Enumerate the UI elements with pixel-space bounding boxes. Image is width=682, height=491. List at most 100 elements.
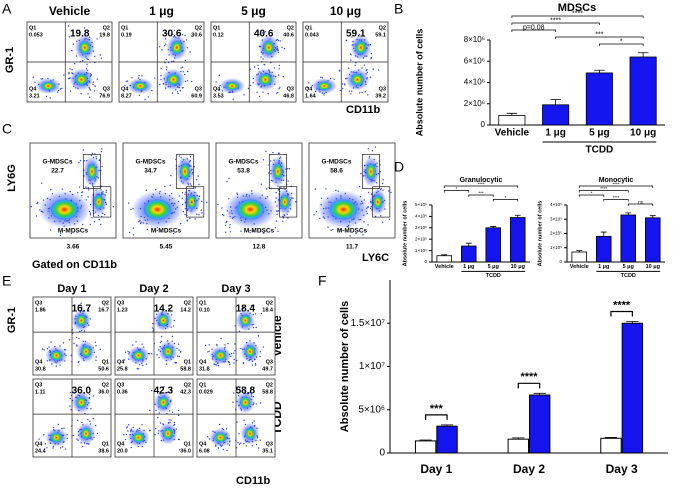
- event-dot: [193, 166, 195, 168]
- event-dot: [263, 63, 265, 66]
- event-dot: [96, 38, 98, 40]
- event-dot: [217, 204, 219, 206]
- population-percent: 40.6: [254, 29, 274, 40]
- event-dot: [208, 350, 210, 352]
- event-dot: [319, 217, 321, 220]
- event-dot: [240, 442, 242, 444]
- panel-letter: D: [394, 159, 404, 175]
- event-dot: [366, 71, 368, 74]
- event-dot: [55, 365, 57, 367]
- event-dot: [184, 59, 186, 62]
- event-dot: [147, 96, 150, 98]
- event-dot: [81, 421, 83, 424]
- density-core: [273, 163, 283, 180]
- event-dot: [69, 391, 72, 394]
- quadrant-label: Q2: [266, 382, 273, 388]
- event-dot: [43, 349, 45, 351]
- event-dot: [72, 434, 75, 437]
- density-core: [373, 194, 383, 210]
- event-dot: [221, 213, 224, 216]
- event-dot: [224, 344, 226, 346]
- event-dot: [358, 185, 361, 188]
- event-dot: [194, 187, 196, 189]
- event-dot: [92, 395, 95, 397]
- quadrant-label: Q2: [379, 25, 386, 31]
- y-tick-label: 3×10⁶: [415, 225, 427, 230]
- event-dot: [126, 80, 129, 82]
- event-dot: [75, 55, 78, 57]
- density-core: [240, 314, 251, 327]
- panel-letter: E: [2, 273, 11, 289]
- event-dot: [257, 64, 259, 67]
- event-dot: [151, 353, 153, 355]
- event-dot: [76, 345, 78, 347]
- quadrant-label: Q4: [35, 359, 43, 365]
- event-dot: [157, 432, 159, 435]
- bar: [414, 440, 437, 454]
- event-dot: [194, 218, 196, 220]
- x-tick-label: Vehicle: [495, 128, 530, 139]
- quadrant-label: Q2: [103, 25, 110, 31]
- y-tick-label: 0: [379, 448, 385, 459]
- event-dot: [126, 427, 128, 429]
- population-percent: 58.8: [236, 386, 256, 397]
- event-dot: [185, 39, 188, 41]
- event-dot: [265, 188, 268, 190]
- event-dot: [313, 214, 315, 216]
- quadrant-value: 25.8: [117, 366, 128, 372]
- event-dot: [228, 177, 230, 180]
- event-dot: [260, 56, 262, 58]
- event-dot: [387, 190, 390, 192]
- event-dot: [149, 429, 151, 432]
- error-bar: [490, 226, 497, 228]
- event-dot: [159, 341, 162, 344]
- event-dot: [351, 90, 353, 92]
- event-dot: [160, 336, 163, 338]
- event-dot: [177, 409, 180, 412]
- density-core: [225, 81, 240, 91]
- x-tick-label: 1 μg: [463, 264, 474, 270]
- population-percent: 16.7: [72, 304, 92, 315]
- quadrant-label: Q1: [102, 359, 109, 365]
- significance-label: *: [591, 191, 593, 196]
- quadrant-value: 59.1: [375, 32, 386, 38]
- event-dot: [276, 213, 278, 215]
- event-dot: [272, 151, 274, 154]
- event-dot: [198, 214, 200, 216]
- chart-title: MDSCs: [558, 2, 597, 14]
- density-core: [132, 432, 145, 443]
- event-dot: [43, 434, 45, 436]
- event-dot: [170, 389, 172, 391]
- event-dot: [165, 69, 168, 71]
- significance-bracket: [578, 185, 654, 188]
- event-dot: [175, 361, 177, 364]
- event-dot: [61, 428, 63, 430]
- quadrant-label: Q3: [195, 86, 202, 92]
- y-tick-label: 5×10⁶: [415, 202, 427, 207]
- bar: [596, 235, 612, 263]
- quadrant-value: 76.9: [99, 93, 110, 99]
- column-header: 5 μg: [241, 4, 266, 18]
- quadrant-value: 60.9: [191, 93, 202, 99]
- significance-bracket: [517, 382, 541, 389]
- event-dot: [176, 355, 179, 357]
- bar: [585, 72, 613, 126]
- quadrant-label: Q3: [117, 382, 124, 388]
- event-dot: [95, 156, 97, 158]
- error-bar: [506, 112, 518, 116]
- event-dot: [44, 443, 47, 445]
- quadrant-value: 1.11: [35, 389, 45, 395]
- event-dot: [125, 80, 128, 83]
- event-dot: [288, 167, 290, 170]
- x-tick-label: Vehicle: [435, 264, 454, 270]
- event-dot: [369, 207, 372, 210]
- event-dot: [52, 447, 54, 449]
- event-dot: [255, 403, 257, 405]
- gate: [279, 186, 298, 218]
- event-dot: [141, 75, 143, 77]
- event-dot: [196, 213, 198, 215]
- event-dot: [362, 234, 364, 236]
- quadrant-label: Q4: [199, 441, 207, 447]
- event-dot: [80, 93, 82, 95]
- event-dot: [89, 214, 92, 216]
